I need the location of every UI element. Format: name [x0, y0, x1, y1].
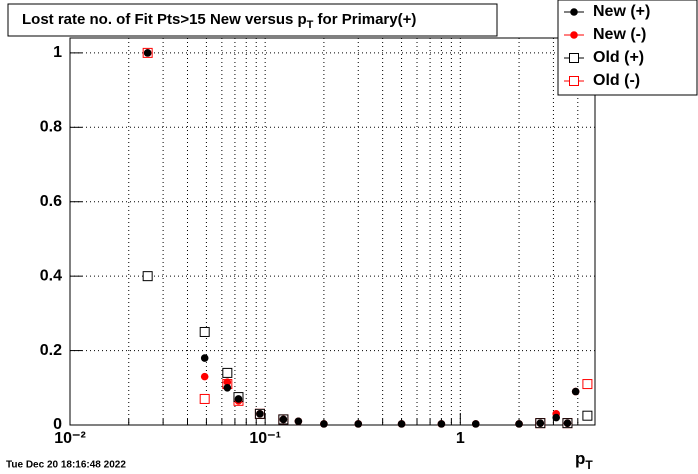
legend-box — [557, 0, 698, 96]
x-label-main: p — [575, 449, 585, 468]
point — [223, 383, 232, 392]
point — [569, 53, 579, 63]
point — [354, 420, 363, 428]
point — [222, 367, 233, 378]
point — [570, 8, 578, 16]
point — [437, 420, 446, 428]
point — [570, 31, 578, 39]
y-tick-label: 0.2 — [40, 342, 62, 359]
point — [582, 379, 593, 390]
point — [515, 420, 523, 428]
point — [143, 49, 152, 57]
point — [552, 413, 560, 422]
point — [320, 420, 328, 428]
point — [471, 420, 480, 428]
point — [200, 354, 209, 362]
point — [223, 378, 232, 387]
point — [279, 415, 288, 424]
x-tick-label: 10⁻¹ — [249, 430, 281, 447]
legend-label: New (+) — [593, 3, 650, 20]
y-tick-label: 0.4 — [40, 267, 62, 284]
point — [571, 387, 580, 396]
x-tick-label: 10⁻² — [54, 430, 86, 447]
title-box — [7, 3, 498, 37]
point — [199, 326, 210, 337]
legend-label: Old (+) — [593, 49, 644, 66]
point — [234, 395, 243, 403]
plot-frame — [69, 37, 596, 426]
x-label-sub: T — [585, 458, 593, 472]
y-tick-label: 0.6 — [40, 193, 62, 210]
point — [582, 410, 593, 421]
chart-title: Lost rate no. of Fit Pts>15 New versus p… — [22, 11, 416, 31]
y-tick-label: 0 — [53, 416, 62, 433]
point — [200, 372, 209, 381]
title-main: Lost rate no. of Fit Pts>15 New versus p — [22, 11, 307, 28]
point — [256, 410, 264, 418]
legend-label: New (-) — [593, 26, 646, 43]
y-tick-label: 1 — [53, 44, 62, 61]
point — [294, 417, 303, 426]
y-tick-label: 0.8 — [40, 119, 62, 136]
point — [536, 419, 545, 427]
timestamp: Tue Dec 20 18:16:48 2022 — [6, 460, 126, 471]
point — [563, 419, 572, 427]
point — [569, 76, 579, 86]
title-sub: T — [307, 19, 314, 31]
point — [397, 420, 406, 428]
point — [142, 271, 153, 282]
point — [199, 393, 210, 404]
title-end: for Primary(+) — [313, 11, 416, 28]
legend-label: Old (-) — [593, 72, 640, 89]
x-axis-label: pT — [575, 449, 593, 472]
x-tick-label: 1 — [456, 430, 465, 447]
